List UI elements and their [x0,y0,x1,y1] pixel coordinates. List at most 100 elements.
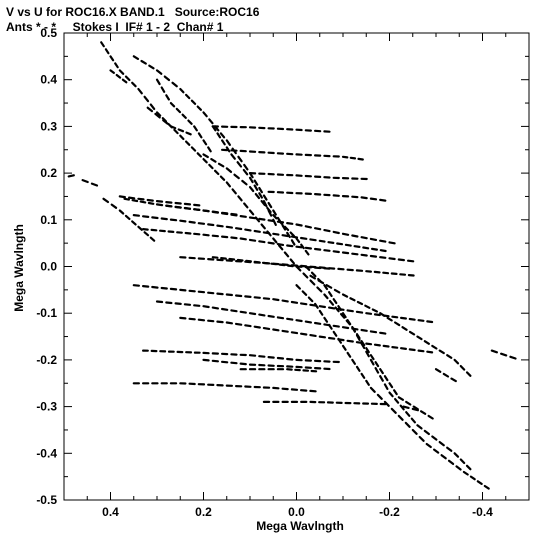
uv-sample-mark [183,207,192,210]
uv-sample-mark [214,125,220,132]
uv-sample-mark [446,446,453,452]
uv-sample-mark [400,316,407,320]
uv-sample-mark [221,235,229,239]
uv-sample-mark [431,435,438,441]
uv-sample-mark [323,293,329,300]
uv-sample-mark [231,188,237,195]
uv-sample-mark [309,274,316,280]
uv-sample-mark [300,332,308,336]
uv-sample-mark [123,197,130,201]
uv-sample-mark [328,291,333,298]
uv-sample-mark [231,147,237,155]
uv-sample-mark [272,237,278,244]
uv-sample-mark [262,194,268,201]
uv-sample-mark [160,286,168,290]
uv-sample-mark [360,196,368,200]
uv-sample-mark [253,325,261,329]
uv-sample-mark [248,186,255,193]
uv-sample-mark [290,239,296,246]
uv-sample-mark [147,201,155,205]
uv-sample-mark [434,368,442,373]
uv-sample-mark [124,214,131,220]
uv-sample-mark [109,55,115,62]
uv-sample-mark [272,214,278,220]
uv-sample-mark [397,414,404,421]
uv-sample-mark [483,484,490,490]
uv-sample-mark [369,237,378,241]
uv-sample-mark [388,241,396,245]
uv-sample-mark [214,169,220,176]
x-tick-label: -0.4 [472,505,493,519]
uv-sample-mark [353,245,361,248]
uv-sample-mark [272,298,280,302]
uv-sample-mark [242,168,249,176]
uv-sample-mark [433,448,440,454]
uv-sample-mark [290,300,299,304]
uv-sample-mark [405,400,412,406]
uv-sample-mark [193,203,201,207]
uv-sample-mark [148,64,155,70]
uv-sample-mark [369,330,378,334]
uv-sample-mark [169,125,177,130]
uv-sample-mark [219,132,226,139]
uv-sample-mark [431,344,438,350]
uv-sample-mark [301,290,308,296]
uv-sample-mark [155,78,161,86]
uv-sample-mark [337,337,342,344]
uv-sample-mark [304,225,312,229]
uv-sample-mark [394,321,401,327]
uv-sample-mark [124,75,131,82]
uv-sample-mark [225,225,233,229]
uv-sample-mark [220,257,227,260]
uv-sample-mark [253,296,261,299]
uv-sample-mark [169,287,178,291]
uv-sample-mark [408,348,416,352]
uv-sample-mark [351,326,356,333]
uv-sample-mark [248,216,257,220]
uv-sample-mark [239,215,247,218]
y-tick-label: 0.4 [40,73,57,87]
uv-sample-mark [376,393,383,400]
uv-sample-mark [423,429,430,436]
uv-sample-mark [383,375,389,382]
uv-sample-mark [332,330,338,337]
uv-sample-mark [453,358,460,365]
uv-sample-mark [310,271,317,278]
uv-sample-mark [382,271,390,275]
uv-sample-mark [270,262,278,266]
uv-sample-mark [160,217,168,221]
uv-sample-mark [365,347,370,354]
uv-sample-mark [211,306,219,310]
uv-sample-mark [100,41,105,48]
uv-sample-mark [179,316,187,320]
uv-sample-mark [369,358,375,366]
uv-sample-mark [300,243,305,250]
uv-sample-mark [379,198,387,202]
uv-sample-mark [283,225,290,232]
uv-sample-mark [309,279,316,286]
uv-sample-mark [258,313,266,317]
uv-sample-mark [393,389,398,396]
uv-sample-mark [318,309,324,316]
uv-sample-mark [217,162,225,168]
uv-sample-mark [341,326,350,330]
uv-sample-mark [248,312,257,316]
y-tick-label: 0.3 [40,119,57,133]
uv-sample-mark [197,318,206,322]
uv-sample-mark [216,292,224,296]
uv-sample-mark [236,258,244,262]
uv-sample-mark [323,284,329,291]
uv-sample-mark [137,225,143,231]
uv-sample-mark [235,227,243,231]
uv-sample-mark [276,356,285,360]
uv-sample-mark [412,405,419,411]
axis-ticks: 0.4 0.2 0.0 -0.2 -0.4 0.5 0.4 0.3 0.2 0.1 0.0 -0.1 -… [36,26,529,519]
uv-sample-mark [469,475,476,481]
uv-sample-mark [309,334,317,337]
uv-sample-mark [221,139,226,146]
uv-sample-mark [286,222,294,225]
uv-sample-mark [241,179,248,186]
uv-sample-mark [254,216,261,223]
uv-sample-mark [260,223,266,230]
uv-sample-mark [286,357,294,361]
